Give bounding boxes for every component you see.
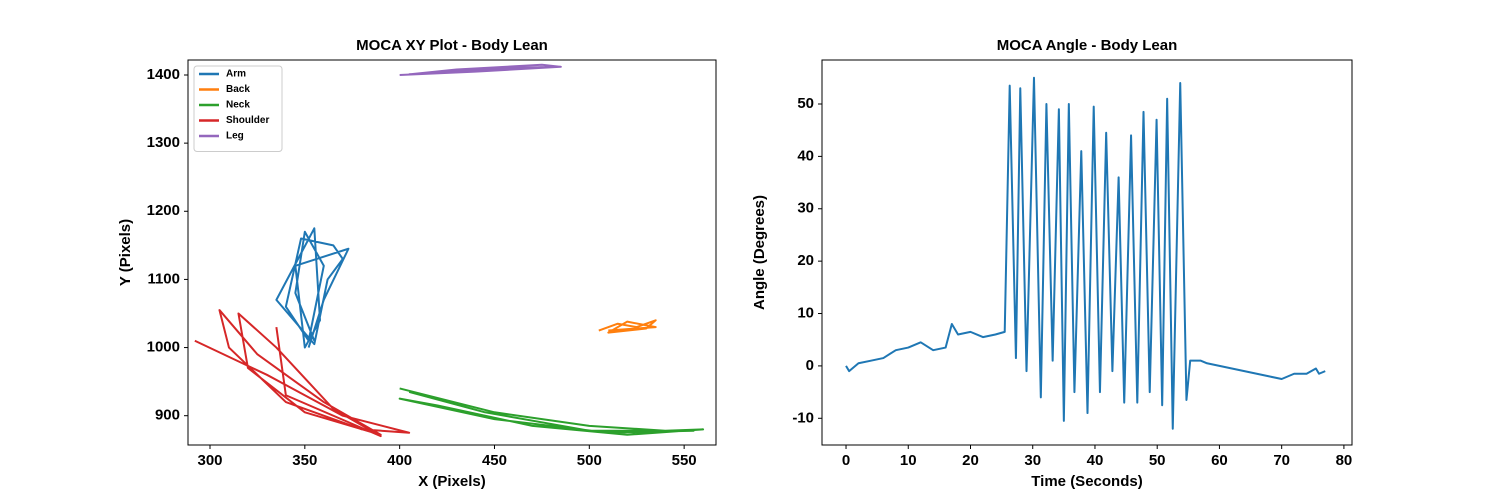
x-tick-label: 0 <box>842 452 850 469</box>
axes: MOCA XY Plot - Body Lean X (Pixels) Y (Pix… <box>117 37 717 490</box>
y-tick-label: 40 <box>797 147 814 164</box>
legend-box <box>193 65 283 152</box>
x-tick-label: 20 <box>962 452 979 469</box>
x-tick-label: 70 <box>1273 452 1290 469</box>
x-tick-label: 10 <box>900 452 917 469</box>
legend-label: Arm <box>226 69 246 80</box>
data-line <box>194 309 411 438</box>
x-tick-label: 30 <box>1024 452 1041 469</box>
y-tick-label: 1100 <box>147 270 180 287</box>
y-tick-label: -10 <box>792 409 814 426</box>
y-tick-label: 1300 <box>147 134 180 151</box>
x-axis-label: Time (Seconds) <box>1031 473 1142 490</box>
data-line <box>845 76 1326 430</box>
y-tick-label: 900 <box>155 407 180 424</box>
x-tick-label: 400 <box>387 452 412 469</box>
plot-frame <box>187 59 717 446</box>
chart-title: MOCA XY Plot - Body Lean <box>356 37 548 54</box>
data-line <box>399 63 562 76</box>
legend-label: Back <box>226 84 250 95</box>
y-tick-label: 1000 <box>147 339 180 356</box>
y-axis-label: Y (Pixels) <box>117 219 134 286</box>
y-tick-label: 50 <box>797 95 814 112</box>
x-tick-label: 40 <box>1087 452 1104 469</box>
x-tick-label: 350 <box>292 452 317 469</box>
x-axis-label: X (Pixels) <box>418 473 486 490</box>
legend-label: Shoulder <box>226 115 269 126</box>
plot-frame <box>821 59 1353 446</box>
legend-label: Neck <box>226 100 250 111</box>
data-line <box>598 319 657 334</box>
axes: MOCA Angle - Body Lean Time (Seconds) Angl… <box>751 37 1353 490</box>
y-tick-label: 0 <box>806 357 814 374</box>
y-tick-label: 30 <box>797 200 814 217</box>
x-tick-label: 500 <box>577 452 602 469</box>
x-tick-label: 550 <box>672 452 697 469</box>
data-line <box>275 227 350 349</box>
data-line <box>398 387 705 436</box>
y-tick-label: 1400 <box>147 66 180 83</box>
x-tick-label: 300 <box>197 452 222 469</box>
y-tick-label: 10 <box>797 304 814 321</box>
x-tick-label: 450 <box>482 452 507 469</box>
x-tick-label: 80 <box>1336 452 1353 469</box>
y-tick-label: 20 <box>797 252 814 269</box>
y-tick-label: 1200 <box>147 202 180 219</box>
x-tick-label: 50 <box>1149 452 1166 469</box>
legend-label: Leg <box>226 131 244 142</box>
chart-title: MOCA Angle - Body Lean <box>997 37 1178 54</box>
y-axis-label: Angle (Degrees) <box>751 195 768 310</box>
x-tick-label: 60 <box>1211 452 1228 469</box>
